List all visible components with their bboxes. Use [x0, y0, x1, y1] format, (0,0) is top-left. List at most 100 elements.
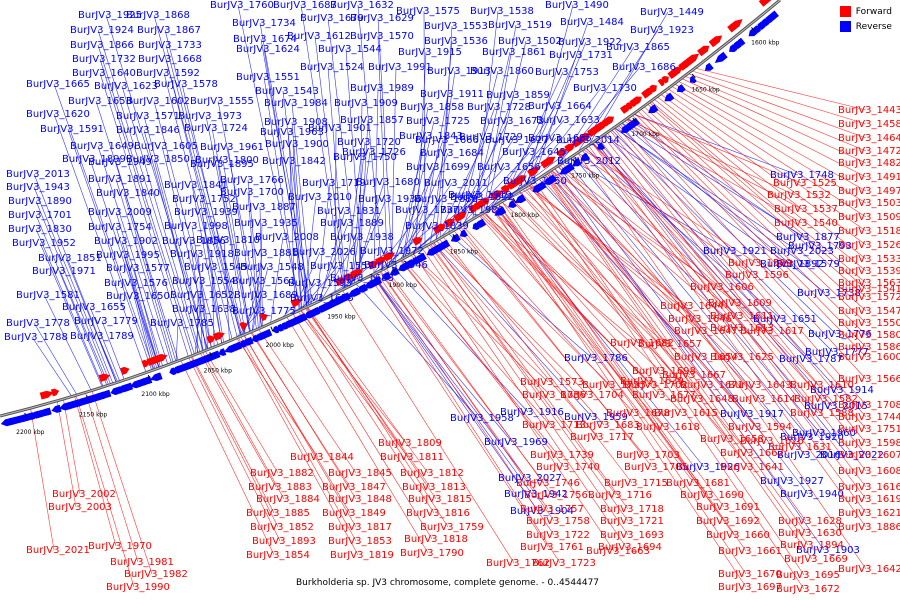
gene-label: BurJV3_1695 — [776, 570, 840, 581]
gene-label: BurJV3_1889 — [320, 218, 384, 229]
gene-label: BurJV3_1810 — [196, 235, 260, 246]
label-connector — [518, 190, 729, 440]
gene-label: BurJV3_1866 — [70, 40, 134, 51]
gene-label: BurJV3_1518 — [838, 226, 900, 237]
label-connector — [623, 120, 803, 224]
gene-label: BurJV3_1748 — [770, 170, 834, 181]
gene-label: BurJV3_1497 — [838, 186, 900, 197]
label-connector — [598, 138, 867, 488]
label-connector — [153, 158, 204, 352]
gene-label: BurJV3_1788 — [4, 332, 68, 343]
gene-label: BurJV3_1670 — [718, 569, 782, 580]
gene-label: BurJV3_1632 — [330, 0, 394, 11]
gene-label: BurJV3_2003 — [48, 502, 112, 513]
label-connector — [391, 66, 397, 265]
forward-gene — [412, 237, 423, 246]
gene-label: BurJV3_1589 — [728, 258, 792, 269]
gene-label: BurJV3_1651 — [753, 314, 817, 325]
forward-gene — [120, 366, 130, 375]
label-connector — [640, 108, 867, 324]
gene-label: BurJV3_1572 — [838, 292, 900, 303]
scale-label: 2200 kbp — [16, 429, 44, 436]
label-connector — [165, 44, 242, 337]
gene-label: BurJV3_1857 — [340, 115, 404, 126]
label-connector — [634, 112, 867, 348]
gene-label: BurJV3_1809 — [378, 438, 442, 449]
gene-label: BurJV3_1753 — [535, 67, 599, 78]
label-connector — [606, 132, 867, 456]
gene-label: BurJV3_1759 — [420, 522, 484, 533]
label-connector — [412, 253, 549, 383]
gene-label: BurJV3_1963 — [260, 127, 324, 138]
label-connector — [495, 205, 747, 575]
gene-label: BurJV3_1892 — [760, 259, 824, 270]
label-connector — [549, 171, 807, 522]
label-connector — [292, 313, 433, 540]
label-connector — [410, 254, 551, 396]
scale-label: 1700 kbp — [631, 131, 659, 138]
label-connector — [240, 336, 357, 542]
reverse-gene — [544, 176, 554, 185]
forward-gene — [729, 19, 743, 31]
gene-label: BurJV3_1902 — [94, 236, 158, 247]
gene-label: BurJV3_1940 — [780, 489, 844, 500]
gene-label: BurJV3_1690 — [680, 490, 744, 501]
reverse-gene — [767, 10, 779, 22]
label-connector — [453, 230, 611, 386]
label-connector — [582, 149, 757, 264]
reverse-swatch — [839, 21, 851, 32]
label-connector — [300, 265, 339, 311]
label-connector — [664, 91, 867, 232]
label-connector — [379, 271, 549, 510]
label-connector — [431, 242, 599, 438]
label-connector — [95, 100, 179, 362]
gene-label: BurJV3_1734 — [232, 18, 296, 29]
label-connector — [35, 214, 108, 386]
label-connector — [434, 136, 488, 242]
label-connector — [74, 395, 117, 547]
label-connector — [217, 163, 246, 335]
gene-label: BurJV3_1887 — [232, 202, 296, 213]
gene-label: BurJV3_1674 — [233, 34, 297, 45]
forward-gene — [632, 96, 642, 105]
gene-label: BurJV3_1683 — [576, 420, 640, 431]
label-connector — [516, 54, 578, 193]
gene-label: BurJV3_1980 — [440, 205, 504, 216]
gene-label: BurJV3_1650 — [106, 291, 170, 302]
gene-label: BurJV3_1533 — [838, 254, 900, 265]
label-connector — [353, 181, 385, 285]
label-connector — [402, 106, 429, 259]
gene-label: BurJV3_1625 — [710, 352, 774, 363]
forward-gene — [290, 298, 302, 308]
gene-label: BurJV3_1553 — [424, 21, 488, 32]
scale-label: 2150 kbp — [79, 411, 107, 418]
forward-gene — [456, 211, 467, 221]
gene-label: BurJV3_1680 — [356, 177, 420, 188]
gene-label: BurJV3_1916 — [500, 407, 564, 418]
gene-label: BurJV3_1981 — [110, 557, 174, 568]
gene-label: BurJV3_1509 — [838, 212, 900, 223]
gene-label: BurJV3_1726 — [342, 147, 406, 158]
gene-label: BurJV3_1606 — [690, 282, 754, 293]
gene-label: BurJV3_2010 — [288, 192, 352, 203]
gene-label: BurJV3_1715 — [604, 478, 668, 489]
gene-label: BurJV3_1752 — [172, 194, 236, 205]
label-connector — [691, 70, 867, 125]
label-connector — [556, 166, 739, 317]
gene-label: BurJV3_1735 — [582, 380, 646, 391]
label-connector — [604, 133, 839, 391]
gene-label: BurJV3_1616 — [838, 482, 900, 493]
gene-label: BurJV3_1617 — [740, 326, 804, 337]
scale-tick — [331, 298, 335, 304]
label-connector — [485, 40, 527, 212]
gene-label: BurJV3_1851 — [38, 253, 102, 264]
gene-label: BurJV3_1573 — [520, 377, 584, 388]
label-connector — [619, 123, 867, 406]
gene-label: BurJV3_1915 — [398, 47, 462, 58]
gene-label: BurJV3_1991 — [368, 62, 432, 73]
forward-gene — [444, 218, 455, 228]
label-connector — [653, 98, 867, 272]
gene-label: BurJV3_1760 — [210, 0, 274, 11]
gene-label: BurJV3_1519 — [488, 20, 552, 31]
gene-label: BurJV3_1817 — [328, 522, 392, 533]
